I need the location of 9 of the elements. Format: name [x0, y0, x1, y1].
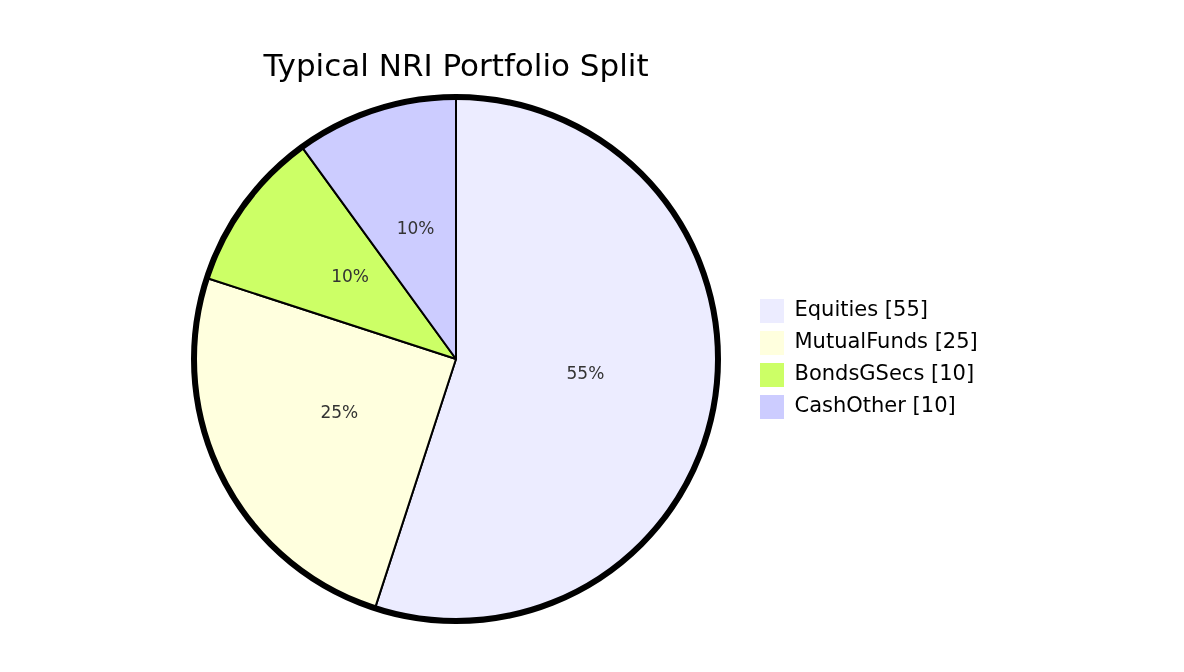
data-label: 55%: [566, 363, 605, 384]
data-label: 10%: [331, 266, 369, 286]
legend-label: BondsGSecs [10]: [794, 361, 975, 386]
data-label: 10%: [396, 218, 435, 239]
data-label: 25%: [320, 402, 359, 423]
chart-title: Typical NRI Portfolio Split: [262, 47, 649, 83]
legend-label: MutualFunds [25]: [794, 329, 978, 354]
legend-label: CashOther [10]: [794, 393, 956, 418]
legend-label: Equities [55]: [794, 297, 928, 322]
